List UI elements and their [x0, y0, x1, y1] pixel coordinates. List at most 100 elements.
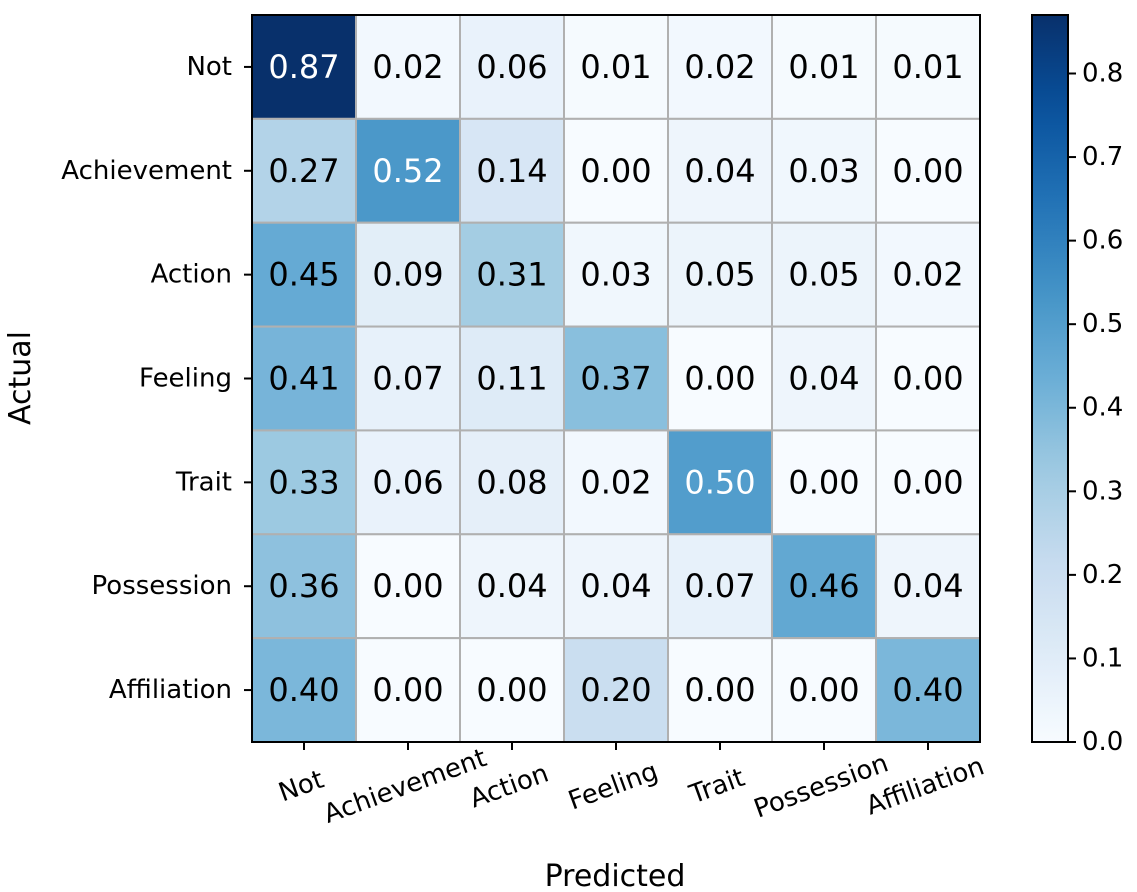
cell-value-label: 0.02 — [892, 256, 963, 294]
colorbar-tick-label: 0.8 — [1082, 58, 1123, 88]
cell-value-label: 0.00 — [372, 671, 443, 709]
heatmap-cell — [667, 221, 773, 328]
cell-value-label: 0.33 — [268, 463, 339, 501]
x-axis-label: Predicted — [545, 859, 686, 892]
heatmap-cell — [563, 637, 669, 744]
heatmap-cell — [771, 221, 877, 328]
cell-value-label: 0.05 — [788, 256, 859, 294]
heatmap-cell — [459, 429, 565, 536]
cell-value-label: 0.02 — [372, 48, 443, 86]
cell-value-label: 0.06 — [476, 48, 547, 86]
cell-value-label: 0.00 — [684, 360, 755, 398]
heatmap-cell — [355, 221, 461, 328]
cell-value-label: 0.07 — [684, 567, 755, 605]
colorbar-tick-label: 0.1 — [1082, 643, 1123, 673]
cell-value-label: 0.14 — [476, 152, 547, 190]
cell-value-label: 0.00 — [580, 152, 651, 190]
heatmap-cell — [667, 117, 773, 224]
y-tick-label: Possession — [92, 571, 232, 601]
cell-value-label: 0.40 — [268, 671, 339, 709]
heatmap-cell — [355, 14, 461, 120]
heatmap-cell — [355, 533, 461, 640]
cell-value-label: 0.41 — [268, 360, 339, 398]
cell-value-label: 0.07 — [372, 360, 443, 398]
heatmap-cell — [459, 221, 565, 328]
colorbar-tick-label: 0.5 — [1082, 309, 1123, 339]
cell-value-label: 0.11 — [476, 360, 547, 398]
cell-value-label: 0.01 — [892, 48, 963, 86]
colorbar-tick-label: 0.3 — [1082, 476, 1123, 506]
cell-value-label: 0.08 — [476, 463, 547, 501]
cell-value-label: 0.27 — [268, 152, 339, 190]
heatmap-cell — [459, 637, 565, 744]
cell-value-label: 0.04 — [892, 567, 963, 605]
cell-value-label: 0.00 — [788, 671, 859, 709]
heatmap-cell — [875, 325, 981, 432]
heatmap-cell — [563, 325, 669, 432]
heatmap-cell — [459, 117, 565, 224]
cell-value-label: 0.37 — [580, 360, 651, 398]
cell-value-label: 0.36 — [268, 567, 339, 605]
heatmap-cell — [771, 14, 877, 120]
cell-value-label: 0.00 — [892, 463, 963, 501]
heatmap-cell — [251, 533, 357, 640]
cell-value-label: 0.02 — [684, 48, 755, 86]
heatmap-cell — [563, 221, 669, 328]
heatmap-cell — [251, 14, 357, 120]
heatmap-cell — [771, 637, 877, 744]
cell-value-label: 0.40 — [892, 671, 963, 709]
colorbar-ticks: 0.0 0.1 0.2 0.3 0.4 0.5 0.6 0.7 0.8 — [1068, 58, 1123, 757]
heatmap-cell — [875, 117, 981, 224]
cell-value-label: 0.01 — [788, 48, 859, 86]
heatmap-cell — [563, 533, 669, 640]
cell-value-label: 0.00 — [892, 152, 963, 190]
x-tick-label: Trait — [685, 763, 749, 811]
cell-value-label: 0.46 — [788, 567, 859, 605]
cell-value-label: 0.02 — [580, 463, 651, 501]
colorbar-tick-label: 0.6 — [1082, 226, 1123, 256]
heatmap-cell — [355, 325, 461, 432]
heatmap-cell — [251, 637, 357, 744]
colorbar-tick-label: 0.2 — [1082, 560, 1123, 590]
heatmap-cells — [251, 14, 981, 744]
colorbar-tick-label: 0.4 — [1082, 393, 1123, 423]
cell-value-label: 0.01 — [580, 48, 651, 86]
cell-value-label: 0.45 — [268, 256, 339, 294]
heatmap-cell — [771, 325, 877, 432]
heatmap-cell — [667, 533, 773, 640]
y-tick-label: Trait — [175, 467, 232, 497]
heatmap-cell — [875, 533, 981, 640]
cell-value-label: 0.20 — [580, 671, 651, 709]
cell-value-label: 0.00 — [892, 360, 963, 398]
cell-value-label: 0.05 — [684, 256, 755, 294]
cell-value-label: 0.06 — [372, 463, 443, 501]
heatmap-cell — [875, 637, 981, 744]
cell-value-label: 0.03 — [788, 152, 859, 190]
heatmap-cell — [251, 429, 357, 536]
colorbar — [1031, 14, 1069, 743]
cell-value-label: 0.04 — [580, 567, 651, 605]
x-tick-label: Feeling — [564, 756, 662, 816]
cell-value-label: 0.04 — [476, 567, 547, 605]
cell-value-label: 0.04 — [684, 152, 755, 190]
y-axis-label: Actual — [3, 331, 38, 425]
cell-value-label: 0.50 — [684, 463, 755, 501]
cell-value-label: 0.00 — [684, 671, 755, 709]
heatmap-cell — [667, 637, 773, 744]
cell-value-label: 0.00 — [788, 463, 859, 501]
y-tick-label: Affiliation — [109, 675, 232, 705]
colorbar-tick-label: 0.0 — [1082, 727, 1123, 757]
cell-value-label: 0.00 — [476, 671, 547, 709]
y-tick-label: Achievement — [61, 156, 232, 186]
y-tick-label: Not — [186, 52, 232, 82]
heatmap-cell — [251, 325, 357, 432]
cell-value-label: 0.04 — [788, 360, 859, 398]
cell-value-label: 0.03 — [580, 256, 651, 294]
heatmap-cell — [875, 221, 981, 328]
colorbar-tick-label: 0.7 — [1082, 142, 1123, 172]
heatmap-value-labels: 0.87 0.02 0.06 0.01 0.02 0.01 0.01 0.27 0.52 0.14… — [268, 48, 963, 709]
cell-value-label: 0.87 — [268, 48, 339, 86]
y-tick-label: Feeling — [139, 364, 232, 394]
